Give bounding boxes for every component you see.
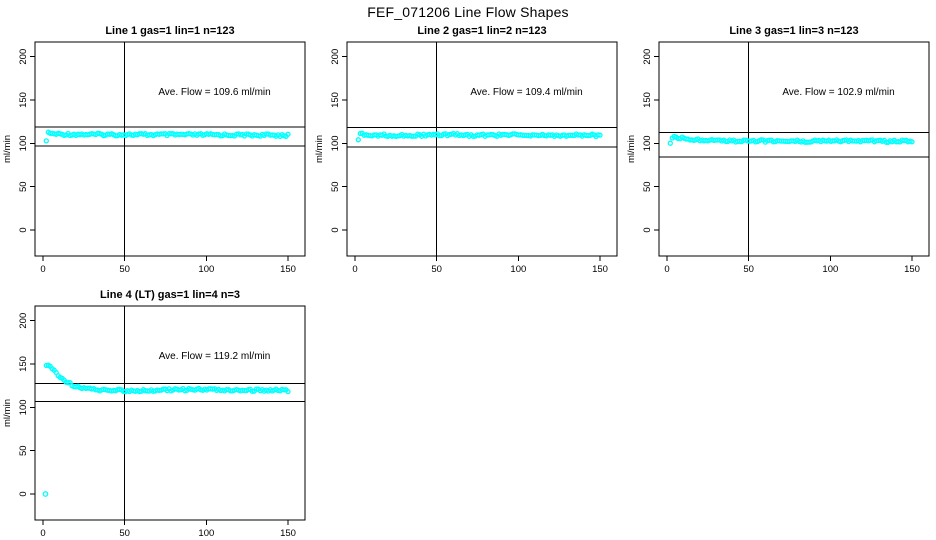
x-axis-tick-label: 150	[904, 264, 920, 275]
x-axis-tick-label: 0	[664, 264, 669, 275]
y-axis: 0 50 100 150 200 ml/min	[2, 313, 35, 497]
x-axis-tick-label: 150	[280, 264, 296, 275]
y-axis-tick-label: 100	[642, 135, 653, 151]
y-axis: 0 50 100 150 200 ml/min	[314, 49, 347, 233]
y-axis-tick-label: 150	[18, 356, 29, 372]
reference-lines	[35, 306, 305, 520]
data-point	[249, 388, 255, 394]
y-axis-title: ml/min	[626, 135, 637, 163]
y-axis-tick-label: 50	[330, 181, 341, 192]
x-axis-tick-label: 50	[743, 264, 754, 275]
y-axis-tick-label: 0	[642, 227, 653, 232]
plot-canvas: Line 4 (LT) gas=1 lin=4 n=3 0 50 100 150 0 50 1…	[2, 289, 306, 539]
avg-flow-annotation: Ave. Flow = 109.4 ml/min	[470, 87, 582, 98]
subplot-title: Line 3 gas=1 lin=3 n=123	[729, 25, 858, 37]
plot-canvas: Line 3 gas=1 lin=3 n=123 0 50 100 150 0 50 100 1…	[626, 25, 930, 275]
x-axis: 0 50 100 150	[40, 520, 296, 539]
x-axis-tick-label: 100	[198, 528, 214, 539]
y-axis-tick-label: 100	[330, 135, 341, 151]
plot-canvas: Line 1 gas=1 lin=1 n=123 0 50 100 150 0 50 100 1…	[2, 25, 306, 275]
y-axis-title: ml/min	[2, 399, 13, 427]
y-axis-tick-label: 50	[642, 181, 653, 192]
x-axis-tick-label: 0	[40, 264, 45, 275]
reference-lines	[347, 42, 617, 256]
x-axis-tick-label: 100	[510, 264, 526, 275]
y-axis-tick-label: 50	[18, 445, 29, 456]
x-axis-tick-label: 100	[822, 264, 838, 275]
y-axis-tick-label: 0	[330, 227, 341, 232]
y-axis-tick-label: 200	[642, 49, 653, 65]
plot-box	[346, 41, 618, 257]
data-point	[597, 132, 603, 138]
x-axis-tick-label: 150	[592, 264, 608, 275]
subplot-line-4: Line 4 (LT) gas=1 lin=4 n=3 0 50 100 150 0 50 1…	[2, 289, 306, 539]
subplot-title: Line 2 gas=1 lin=2 n=123	[417, 25, 546, 37]
data-point	[909, 139, 915, 145]
data-point	[285, 388, 291, 395]
x-axis: 0 50 100 150	[352, 256, 608, 275]
avg-flow-annotation: Ave. Flow = 102.9 ml/min	[782, 87, 894, 98]
subplot-line-1: Line 1 gas=1 lin=1 n=123 0 50 100 150 0 50 100 1…	[2, 25, 306, 275]
plot-box	[34, 41, 306, 257]
subplot-title: Line 4 (LT) gas=1 lin=4 n=3	[100, 289, 240, 301]
x-axis-tick-label: 50	[431, 264, 442, 275]
y-axis: 0 50 100 150 200 ml/min	[626, 49, 659, 233]
data-points	[355, 130, 603, 143]
y-axis-tick-label: 150	[18, 92, 29, 108]
y-axis-tick-label: 0	[18, 491, 29, 496]
data-point	[667, 140, 673, 146]
avg-flow-annotation: Ave. Flow = 109.6 ml/min	[158, 87, 270, 98]
data-point	[411, 133, 417, 139]
x-axis-tick-label: 150	[280, 528, 296, 539]
avg-flow-annotation: Ave. Flow = 119.2 ml/min	[159, 351, 271, 362]
y-axis-title: ml/min	[2, 135, 13, 163]
y-axis-tick-label: 100	[18, 135, 29, 151]
outlier-point	[42, 491, 49, 497]
subplot-line-2: Line 2 gas=1 lin=2 n=123 0 50 100 150 0 50 100 1…	[314, 25, 618, 275]
y-axis-title: ml/min	[314, 135, 325, 163]
subplot-line-3: Line 3 gas=1 lin=3 n=123 0 50 100 150 0 50 100 1…	[626, 25, 930, 275]
x-axis-tick-label: 100	[198, 264, 214, 275]
x-axis-tick-label: 50	[119, 528, 130, 539]
x-axis-tick-label: 0	[40, 528, 45, 539]
y-axis-tick-label: 200	[330, 49, 341, 65]
x-axis-tick-label: 0	[352, 264, 357, 275]
x-axis: 0 50 100 150	[664, 256, 920, 275]
x-axis-tick-label: 50	[119, 264, 130, 275]
data-point	[355, 137, 361, 143]
plot-box	[34, 305, 306, 521]
data-points	[42, 362, 291, 497]
data-point	[285, 131, 291, 137]
chart-title: FEF_071206 Line Flow Shapes	[367, 4, 569, 20]
data-point	[65, 380, 71, 386]
y-axis-tick-label: 0	[18, 227, 29, 232]
data-points	[667, 133, 915, 146]
y-axis-tick-label: 50	[18, 181, 29, 192]
subplot-title: Line 1 gas=1 lin=1 n=123	[105, 25, 234, 37]
data-point	[595, 132, 601, 138]
data-point	[43, 138, 49, 144]
y-axis-tick-label: 100	[18, 399, 29, 415]
y-axis: 0 50 100 150 200 ml/min	[2, 49, 35, 233]
plot-box	[658, 41, 930, 257]
reference-lines	[659, 42, 929, 256]
plot-canvas: Line 2 gas=1 lin=2 n=123 0 50 100 150 0 50 100 1…	[314, 25, 618, 275]
y-axis-tick-label: 150	[330, 92, 341, 108]
x-axis: 0 50 100 150	[40, 256, 296, 275]
data-points	[43, 129, 291, 144]
y-axis-tick-label: 150	[642, 92, 653, 108]
y-axis-tick-label: 200	[18, 49, 29, 65]
y-axis-tick-label: 200	[18, 313, 29, 329]
reference-lines	[35, 42, 305, 256]
